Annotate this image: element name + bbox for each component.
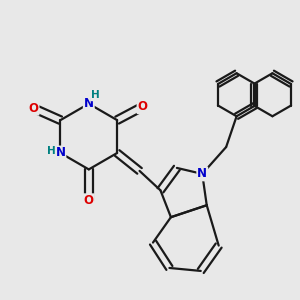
Text: H: H xyxy=(47,146,56,157)
Text: H: H xyxy=(91,90,100,100)
Text: N: N xyxy=(197,167,207,180)
Text: O: O xyxy=(28,102,38,115)
Text: O: O xyxy=(137,100,148,113)
Text: O: O xyxy=(84,194,94,207)
Text: N: N xyxy=(56,146,65,160)
Text: N: N xyxy=(84,97,94,110)
